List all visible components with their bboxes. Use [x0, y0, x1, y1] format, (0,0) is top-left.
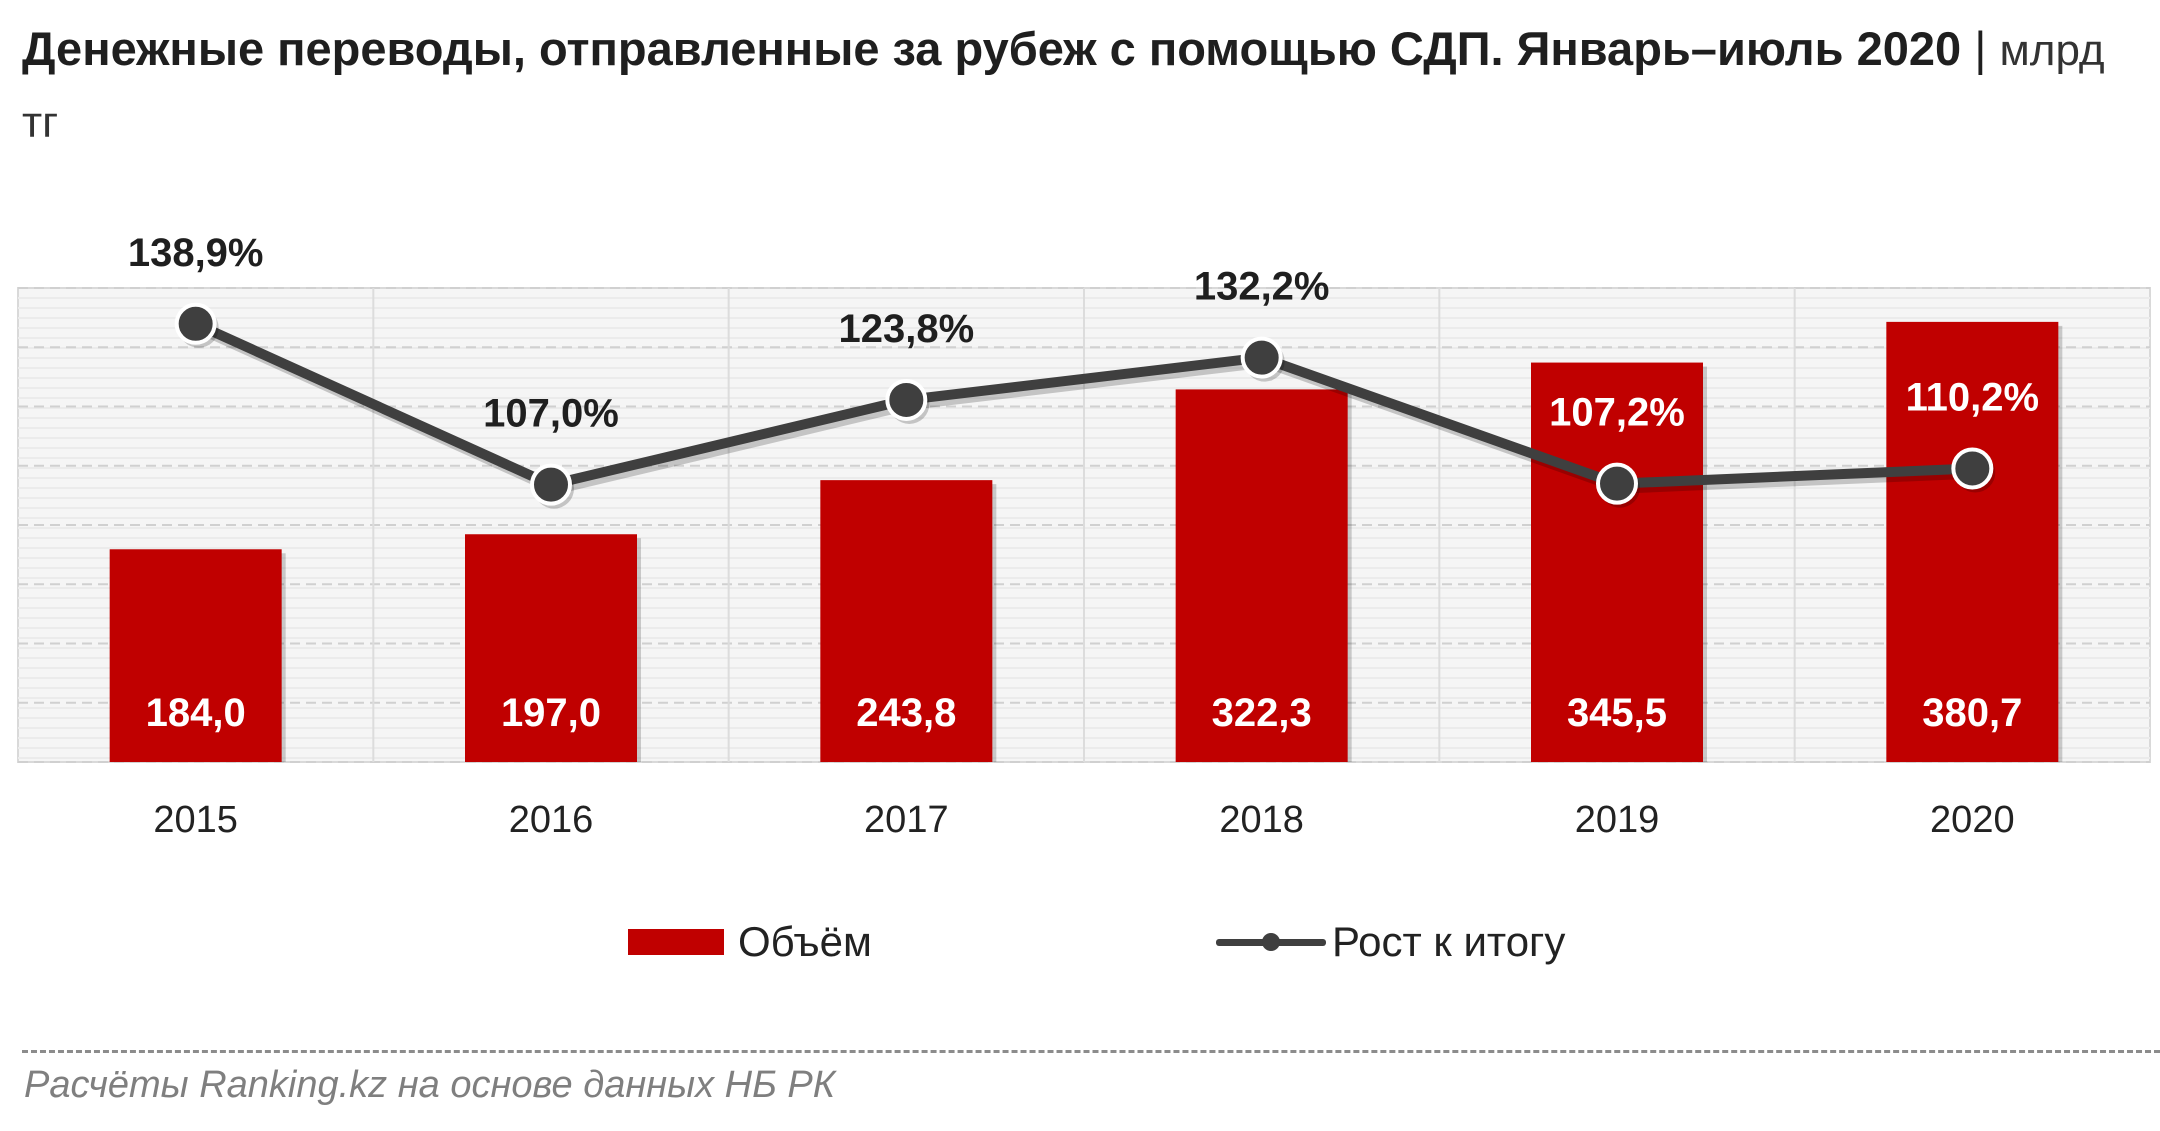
legend-item-growth: Рост к итогу: [1216, 912, 1565, 972]
line-value-label: 138,9%: [128, 231, 264, 275]
legend-line-swatch: [1216, 927, 1326, 957]
line-marker: [885, 378, 928, 421]
bar-value-label: 184,0: [146, 691, 246, 735]
data-labels: 184,0 197,0 243,8 322,3 345,5 380,7 138,9% 107,…: [128, 231, 2039, 735]
bar: [465, 534, 637, 762]
plot-area: [17, 287, 2151, 763]
chart-title: Денежные переводы, отправленные за рубеж…: [22, 14, 2122, 158]
legend-bar-swatch: [628, 929, 724, 955]
bar: [1531, 362, 1703, 762]
line-value-label: 132,2%: [1194, 265, 1330, 309]
line-marker: [1596, 462, 1638, 505]
x-tick-label: 2020: [1930, 799, 2015, 841]
line-marker: [1240, 336, 1283, 379]
title-unit: млрд тг: [22, 26, 2105, 147]
line-value-label: 107,0%: [483, 392, 619, 436]
bar: [1886, 321, 2059, 762]
x-tick-label: 2016: [509, 799, 594, 841]
footer-divider: [22, 1050, 2160, 1053]
bar: [109, 549, 282, 762]
line-value-label: 123,8%: [838, 307, 974, 351]
bar-value-label: 322,3: [1212, 691, 1312, 735]
x-tick-label: 2019: [1575, 799, 1660, 841]
bar: [1175, 389, 1348, 762]
line-marker: [174, 302, 217, 345]
legend-item-volume: Объём: [628, 912, 872, 972]
line-value-label: 107,2%: [1549, 391, 1685, 435]
growth-line-layer: [174, 302, 1996, 509]
title-text: Денежные переводы, отправленные за рубеж…: [22, 22, 1962, 75]
x-tick-label: 2015: [153, 799, 238, 841]
bar: [820, 480, 993, 762]
title-separator: |: [1974, 22, 1987, 75]
x-axis-ticks: 2015 2016 2017 2018 2019 2020: [153, 799, 2014, 841]
legend-label-volume: Объём: [738, 918, 872, 965]
bar-value-label: 380,7: [1922, 691, 2022, 735]
bar-value-label: 243,8: [856, 691, 956, 735]
source-note: Расчёты Ranking.kz на основе данных НБ Р…: [24, 1064, 836, 1106]
line-marker: [530, 463, 572, 506]
legend: Объём Рост к итогу: [0, 912, 2160, 972]
x-tick-label: 2017: [864, 799, 949, 841]
bar-value-label: 345,5: [1567, 691, 1667, 735]
combo-chart: 184,0 197,0 243,8 322,3 345,5 380,7 138,9% 107,…: [17, 231, 2151, 841]
legend-label-growth: Рост к итогу: [1332, 918, 1566, 965]
bar-value-label: 197,0: [501, 691, 601, 735]
line-value-label: 110,2%: [1906, 376, 2039, 420]
growth-line: [193, 319, 1973, 490]
x-tick-label: 2018: [1219, 799, 1304, 841]
volume-bars: [109, 321, 2063, 762]
line-marker: [1951, 447, 1994, 490]
